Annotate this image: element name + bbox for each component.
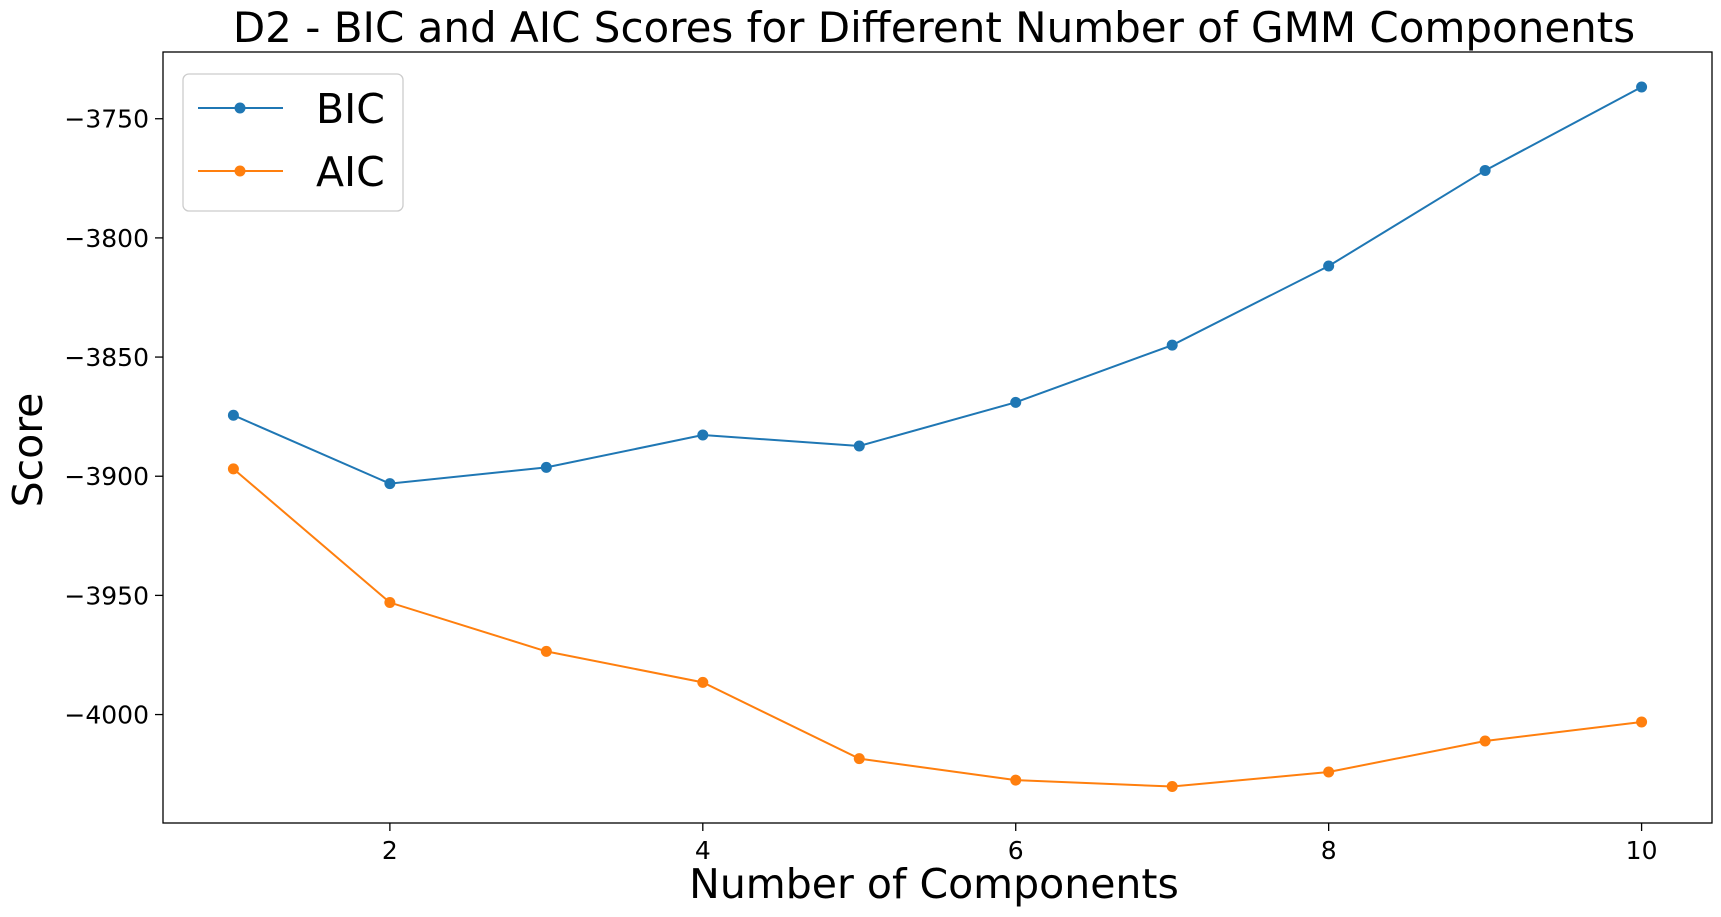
- data-point-aic: [1636, 716, 1648, 728]
- plot-frame: [162, 51, 1713, 824]
- legend: BIC AIC: [182, 73, 404, 212]
- data-point-bic: [853, 440, 865, 452]
- x-axis-label: Number of Components: [689, 860, 1179, 908]
- data-point-bic: [384, 478, 396, 490]
- x-tick-label: 8: [1321, 836, 1337, 865]
- legend-label-aic: AIC: [316, 148, 385, 196]
- data-point-bic: [1636, 81, 1648, 93]
- x-tick-label: 6: [1008, 836, 1024, 865]
- y-tick-label: −3900: [64, 462, 149, 491]
- data-point-aic: [697, 676, 709, 688]
- y-tick-label: −4000: [64, 701, 149, 730]
- y-axis-label: Score: [4, 393, 52, 508]
- legend-marker-aic: [234, 165, 246, 177]
- series-line-bic: [233, 86, 1643, 485]
- chart-title: D2 - BIC and AIC Scores for Different Nu…: [233, 3, 1635, 52]
- data-point-bic: [1479, 164, 1491, 176]
- x-tick-label: 4: [695, 836, 711, 865]
- data-point-aic: [384, 597, 396, 609]
- data-point-aic: [540, 645, 552, 657]
- y-tick-label: −3750: [64, 105, 149, 134]
- legend-marker-bic: [234, 102, 246, 114]
- data-point-aic: [227, 463, 239, 475]
- axes: 2 4 6 8 10 −3750 −3800 −3850 −3900 −3950 −4000: [64, 51, 1713, 865]
- data-point-bic: [1166, 339, 1178, 351]
- y-tick-label: −3850: [64, 343, 149, 372]
- x-tick-label: 10: [1626, 836, 1658, 865]
- data-point-aic: [1166, 781, 1178, 793]
- data-point-aic: [1323, 766, 1335, 778]
- data-point-bic: [1010, 396, 1022, 408]
- legend-label-bic: BIC: [316, 85, 385, 133]
- plot-series: [227, 81, 1648, 793]
- data-point-bic: [540, 461, 552, 473]
- data-point-bic: [697, 429, 709, 441]
- series-line-aic: [232, 468, 1642, 788]
- data-point-aic: [1010, 774, 1022, 786]
- data-point-bic: [227, 409, 239, 421]
- y-tick-label: −3950: [64, 581, 149, 610]
- data-point-bic: [1323, 260, 1335, 272]
- y-tick-label: −3800: [64, 224, 149, 253]
- data-point-aic: [1479, 735, 1491, 747]
- data-point-aic: [853, 753, 865, 765]
- x-tick-label: 2: [382, 836, 398, 865]
